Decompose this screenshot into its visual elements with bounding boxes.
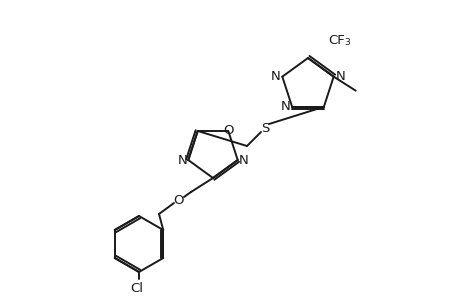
Text: Cl: Cl — [130, 282, 143, 295]
Text: N: N — [335, 70, 345, 83]
Text: N: N — [177, 154, 187, 166]
Text: 3: 3 — [343, 38, 349, 46]
Text: O: O — [223, 124, 233, 137]
Text: N: N — [280, 100, 290, 113]
Text: O: O — [174, 194, 184, 206]
Text: N: N — [238, 154, 248, 166]
Text: CF: CF — [327, 34, 344, 46]
Text: S: S — [260, 122, 269, 134]
Text: N: N — [270, 70, 280, 83]
